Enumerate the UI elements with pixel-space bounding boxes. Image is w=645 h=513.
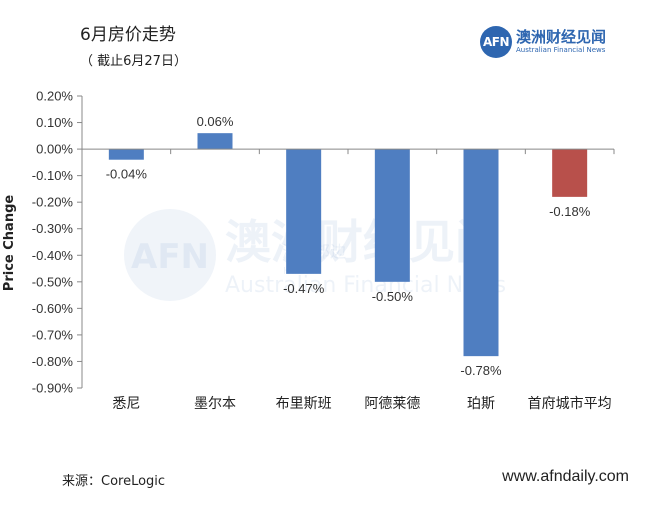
category-label: 布里斯班 xyxy=(276,396,332,412)
data-label: -0.78% xyxy=(460,363,502,378)
y-axis-label: Price Change xyxy=(2,195,17,292)
data-label: -0.18% xyxy=(549,204,591,219)
y-axis: 0.20% 0.10% 0.00% -0.10% -0.20% -0.30% -0.40% -… xyxy=(32,89,83,396)
afn-logo: AFN 澳洲财经见闻 Australian Financial News xyxy=(480,26,630,62)
bar xyxy=(108,149,144,160)
bar xyxy=(197,133,233,150)
y-tick-label: -0.80% xyxy=(32,354,74,369)
bar xyxy=(286,149,322,274)
y-tick-label: -0.60% xyxy=(32,301,74,316)
watermark-badge: AFN xyxy=(131,237,209,277)
y-tick-label: 0.00% xyxy=(36,142,73,157)
watermark: AFN 澳洲财经见闻 Australian Financial News 海外邦… xyxy=(124,209,506,301)
y-tick-label: -0.90% xyxy=(32,381,74,396)
logo-name-cn: 澳洲财经见闻 xyxy=(516,28,607,46)
watermark-name-en: Australian Financial News xyxy=(225,273,506,298)
source-note: 来源：CoreLogic xyxy=(62,474,166,489)
y-tick-label: 0.10% xyxy=(36,115,73,130)
category-label: 墨尔本 xyxy=(194,396,236,412)
y-tick-label: -0.70% xyxy=(32,327,74,342)
y-tick-label: 0.20% xyxy=(36,89,73,104)
bar xyxy=(463,149,499,357)
bar xyxy=(374,149,410,282)
y-tick-label: -0.20% xyxy=(32,195,74,210)
y-tick-label: -0.40% xyxy=(32,248,74,263)
chart-subtitle: （ 截止6月27日） xyxy=(80,54,187,69)
category-label: 阿德莱德 xyxy=(364,396,420,412)
data-label: -0.47% xyxy=(283,281,325,296)
logo-badge: AFN xyxy=(480,26,512,58)
data-label: 0.06% xyxy=(197,114,234,129)
bars: -0.04% 0.06% -0.47% -0.50% -0.78% -0.18% xyxy=(106,114,591,378)
watermark-name-cn: 澳洲财经见闻 xyxy=(225,215,501,269)
x-axis: 悉尼 墨尔本 布里斯班 阿德莱德 珀斯 首府城市平均 xyxy=(81,148,615,412)
data-label: -0.50% xyxy=(372,289,414,304)
category-label: 首府城市平均 xyxy=(528,395,612,412)
data-label: -0.04% xyxy=(106,167,148,182)
y-tick-label: -0.50% xyxy=(32,274,74,289)
watermark-circle xyxy=(124,209,216,301)
logo-name-en: Australian Financial News xyxy=(516,46,606,54)
chart-title: 6月房价走势 xyxy=(80,25,176,45)
category-label: 珀斯 xyxy=(467,396,495,412)
website-url[interactable]: www.afndaily.com xyxy=(502,468,629,485)
category-label: 悉尼 xyxy=(112,396,140,412)
y-tick-label: -0.30% xyxy=(32,221,74,236)
bar xyxy=(552,149,588,197)
y-tick-label: -0.10% xyxy=(32,168,74,183)
